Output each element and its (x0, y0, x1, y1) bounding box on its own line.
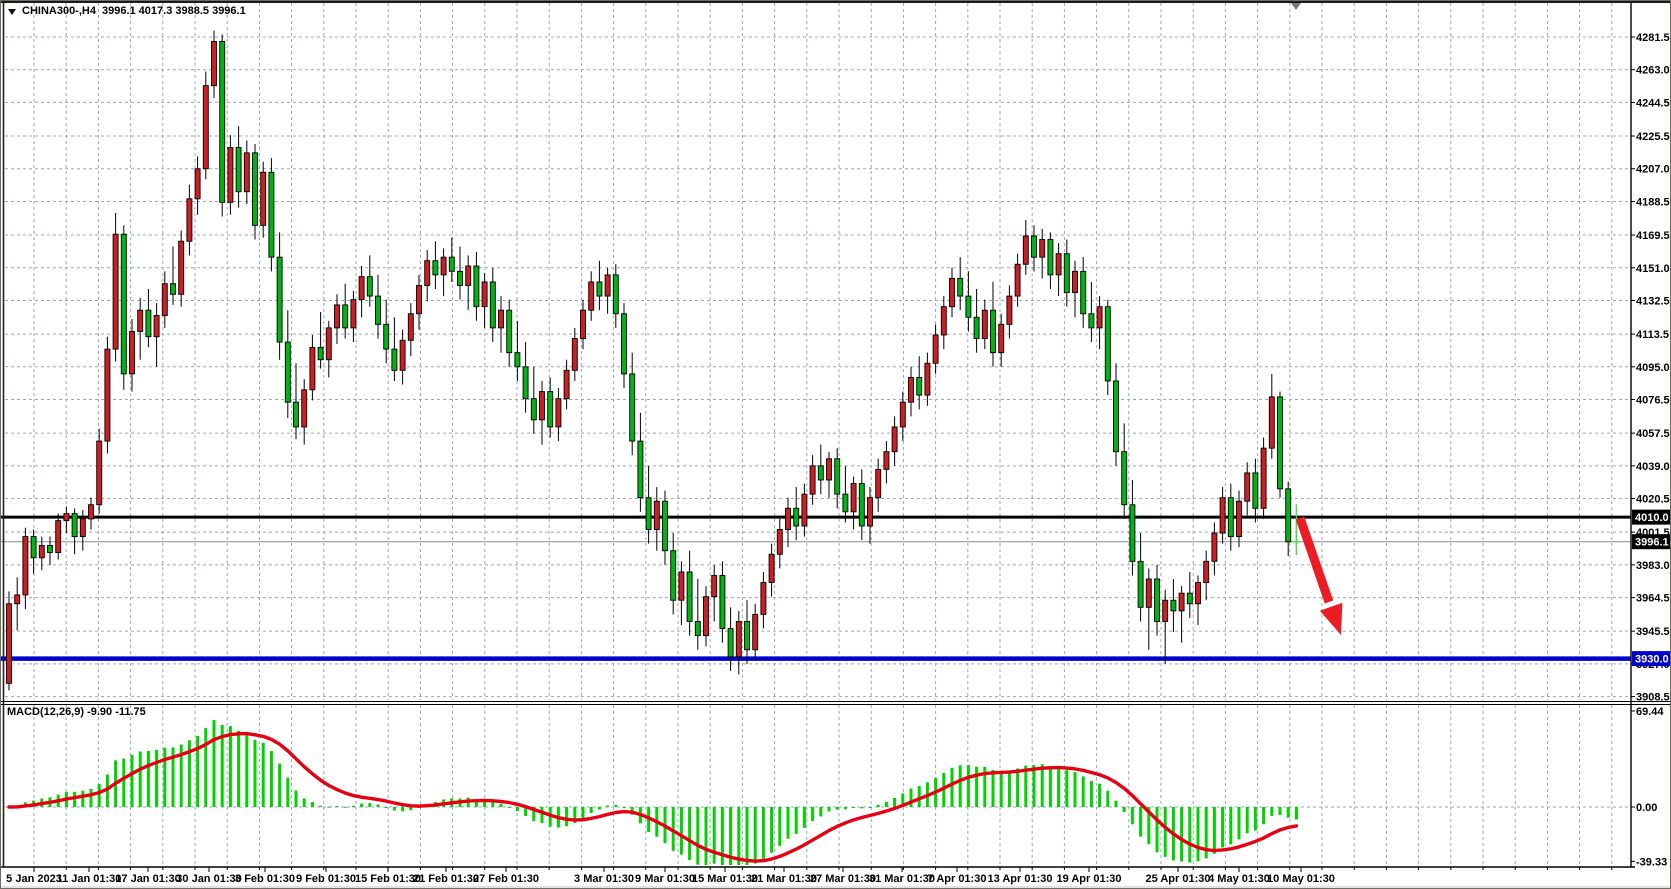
current-bar (1292, 504, 1301, 556)
svg-text:3996.1: 3996.1 (1635, 537, 1669, 549)
price-tick-label: 4020.5 (1636, 494, 1670, 506)
chart-title-bar: CHINA300-,H4 3996.1 4017.3 3988.5 3996.1 (8, 5, 246, 17)
price-tick-label: 4039.0 (1636, 461, 1670, 473)
date-tick-label: 7 Apr 01:30 (928, 873, 987, 885)
date-tick-label: 13 Apr 01:30 (987, 873, 1052, 885)
macd-layer (7, 720, 1299, 865)
date-tick-label: 3 Mar 01:30 (574, 873, 634, 885)
date-tick-label: 4 May 01:30 (1208, 873, 1270, 885)
macd-axis: 69.44 0.00 -39.33 (1631, 706, 1667, 868)
date-tick-label: 11 Jan 01:30 (57, 873, 122, 885)
svg-text:4010.0: 4010.0 (1635, 512, 1669, 524)
macd-tick-label: 0.00 (1636, 802, 1657, 814)
date-tick-label: 21 Feb 01:30 (413, 873, 479, 885)
chart-shift-marker-icon[interactable] (1291, 3, 1301, 10)
date-tick-label: 9 Mar 01:30 (635, 873, 695, 885)
date-tick-label: 3 Feb 01:30 (235, 873, 295, 885)
date-tick-label: 15 Mar 01:30 (692, 873, 758, 885)
chart-ohlc-readout: 3996.1 4017.3 3988.5 3996.1 (101, 5, 246, 17)
grid-layer (5, 3, 1631, 867)
macd-tick-label: 69.44 (1636, 706, 1664, 718)
date-tick-label: 30 Jan 01:30 (176, 873, 241, 885)
price-tick-label: 3983.0 (1636, 560, 1670, 572)
svg-text:3930.0: 3930.0 (1635, 654, 1669, 666)
date-tick-label: 19 Apr 01:30 (1056, 873, 1121, 885)
price-tick-label: 4244.5 (1636, 97, 1670, 109)
chart-symbol-timeframe: CHINA300-,H4 (22, 5, 96, 17)
price-tick-label: 4151.0 (1636, 263, 1670, 275)
date-tick-label: 21 Mar 01:30 (751, 873, 817, 885)
price-tick-label: 4095.0 (1636, 362, 1670, 374)
candles-layer (6, 30, 1292, 691)
price-tick-label: 4057.5 (1636, 428, 1670, 440)
price-tick-label: 3964.5 (1636, 593, 1670, 605)
price-tick-label: 4169.5 (1636, 230, 1670, 242)
price-tick-label: 4263.0 (1636, 65, 1670, 77)
down-arrow-head[interactable] (1319, 602, 1343, 635)
price-badge-current (1632, 534, 1670, 550)
price-tick-label: 4207.0 (1636, 164, 1670, 176)
price-tick-label: 4132.5 (1636, 295, 1670, 307)
arrow-annotation[interactable] (1295, 516, 1343, 635)
down-arrow-shaft[interactable] (1295, 516, 1334, 604)
date-tick-label: 10 May 01:30 (1267, 873, 1335, 885)
price-tick-label: 3908.5 (1636, 692, 1670, 704)
price-badge-blue-level (1632, 651, 1670, 667)
date-tick-label: 31 Mar 01:30 (869, 873, 935, 885)
date-tick-label: 25 Apr 01:30 (1145, 873, 1210, 885)
symbol-dropdown-icon[interactable] (8, 8, 16, 15)
date-tick-label: 27 Feb 01:30 (473, 873, 539, 885)
price-tick-label: 4281.5 (1636, 32, 1670, 44)
date-tick-label: 17 Jan 01:30 (115, 873, 180, 885)
price-tick-label: 4225.5 (1636, 131, 1670, 143)
price-tick-label: 4076.5 (1636, 395, 1670, 407)
macd-tick-label: -39.33 (1636, 856, 1667, 868)
price-tick-label: 4188.5 (1636, 196, 1670, 208)
levels-layer[interactable] (1, 515, 1631, 661)
price-tick-label: 3945.5 (1636, 626, 1670, 638)
price-badge-black-level (1632, 509, 1670, 525)
price-tick-label: 4113.5 (1636, 329, 1669, 341)
date-tick-label: 27 Mar 01:30 (810, 873, 876, 885)
price-axis[interactable]: 4281.5 4263.0 4244.5 4225.5 4207.0 4188.5 4169… (1631, 32, 1671, 704)
date-tick-label: 5 Jan 2023 (6, 873, 62, 885)
macd-signal-line (7, 731, 1299, 863)
date-tick-label: 9 Feb 01:30 (296, 873, 356, 885)
panel-borders (1, 1, 1670, 868)
window-bottom-strip (1, 886, 1670, 888)
macd-indicator-label: MACD(12,26,9) -9.90 -11.75 (7, 706, 146, 718)
date-tick-label: 15 Feb 01:30 (355, 873, 421, 885)
